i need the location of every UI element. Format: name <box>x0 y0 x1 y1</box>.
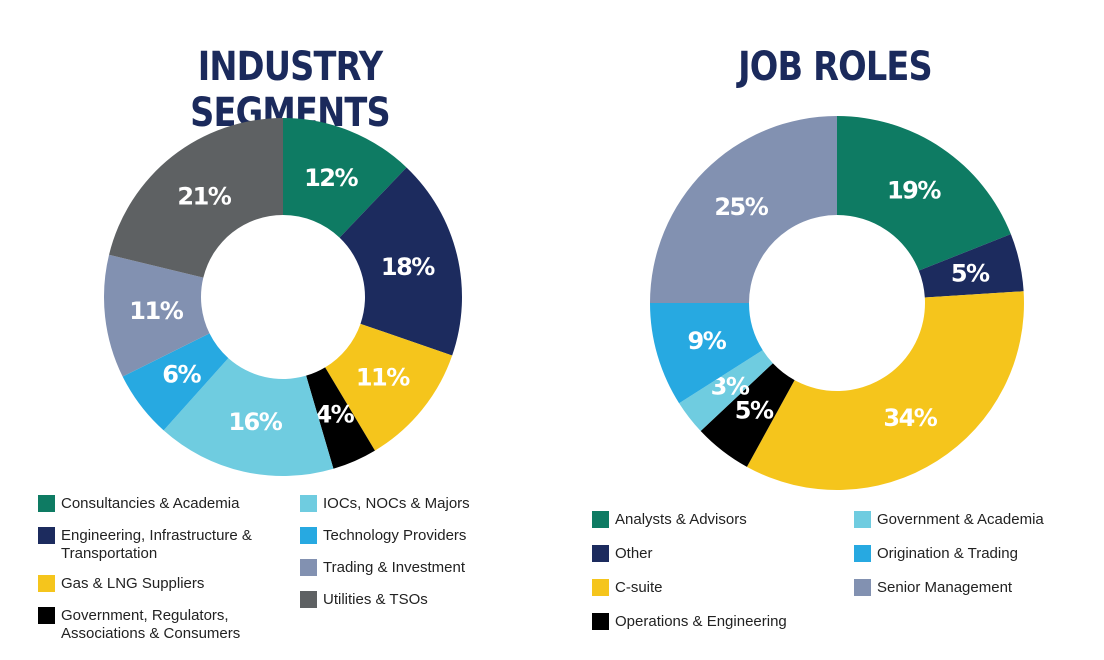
industry-slice-engineering-infrastructure-and-transportation <box>339 167 462 356</box>
job-roles-legend-item-operations-and-engineering: Operations & Engineering <box>592 613 832 631</box>
legend-label: Government & Academia <box>877 511 1044 528</box>
industry-slice-label-utilities-and-tsos: 21% <box>177 182 231 210</box>
legend-swatch <box>592 511 609 528</box>
legend-swatch <box>300 591 317 608</box>
industry-legend-item-government-regulators-associations-and-consumers: Government, Regulators, Associations & C… <box>38 607 268 643</box>
legend-swatch <box>300 559 317 576</box>
legend-swatch <box>38 575 55 592</box>
job-roles-legend-item-government-and-academia: Government & Academia <box>854 511 1084 529</box>
industry-slice-utilities-and-tsos <box>109 118 283 278</box>
legend-label: Gas & LNG Suppliers <box>61 575 205 592</box>
legend-label: Technology Providers <box>323 527 467 544</box>
legend-label: Engineering, Infrastructure & Transporta… <box>61 527 252 562</box>
legend-label: Trading & Investment <box>323 559 466 576</box>
legend-label: Senior Management <box>877 579 1013 596</box>
legend-label: Origination & Trading <box>877 545 1018 562</box>
job-roles-legend-item-analysts-and-advisors: Analysts & Advisors <box>592 511 832 529</box>
industry-segments-title: INDUSTRY SEGMENTS <box>190 44 390 136</box>
job-roles-legend-item-other: Other <box>592 545 832 563</box>
industry-slice-label-iocs-nocs-and-majors: 16% <box>228 408 282 436</box>
industry-slice-consultancies-and-academia <box>283 118 407 238</box>
legend-swatch <box>854 579 871 596</box>
legend-swatch <box>854 545 871 562</box>
industry-slice-label-technology-providers: 6% <box>162 361 201 389</box>
legend-swatch <box>592 579 609 596</box>
job-roles-legend-item-origination-and-trading: Origination & Trading <box>854 545 1084 563</box>
industry-slice-gas-and-lng-suppliers <box>325 323 453 451</box>
job-roles-legend-item-senior-management: Senior Management <box>854 579 1084 597</box>
industry-slice-label-gas-and-lng-suppliers: 11% <box>356 364 410 392</box>
industry-legend-item-technology-providers: Technology Providers <box>300 527 500 545</box>
industry-legend-item-consultancies-and-academia: Consultancies & Academia <box>38 495 268 513</box>
industry-legend-item-iocs-nocs-and-majors: IOCs, NOCs & Majors <box>300 495 500 513</box>
industry-slice-trading-and-investment <box>103 254 210 377</box>
industry-legend-item-engineering-infrastructure-and-transportation: Engineering, Infrastructure & Transporta… <box>38 527 268 563</box>
industry-slice-iocs-nocs-and-majors <box>163 358 334 476</box>
job-roles-legend-item-c-suite: C-suite <box>592 579 832 597</box>
legend-swatch <box>38 495 55 512</box>
industry-slice-label-consultancies-and-academia: 12% <box>304 164 358 192</box>
legend-label: Operations & Engineering <box>615 613 787 630</box>
legend-swatch <box>854 511 871 528</box>
legend-swatch <box>300 495 317 512</box>
industry-slice-technology-providers <box>122 333 229 431</box>
legend-swatch <box>38 527 55 544</box>
industry-slice-label-trading-and-investment: 11% <box>129 297 183 325</box>
industry-slice-government-regulators-associations-and-consumers <box>306 367 375 469</box>
industry-legend-item-utilities-and-tsos: Utilities & TSOs <box>300 591 500 609</box>
legend-swatch <box>592 613 609 630</box>
legend-label: Government, Regulators, Associations & C… <box>61 607 241 642</box>
legend-swatch <box>592 545 609 562</box>
legend-label: C-suite <box>615 579 663 596</box>
industry-slice-label-engineering-infrastructure-and-transportation: 18% <box>381 253 435 281</box>
job-roles-title: JOB ROLES <box>738 44 933 90</box>
legend-swatch <box>38 607 55 624</box>
legend-label: IOCs, NOCs & Majors <box>323 495 470 512</box>
legend-label: Analysts & Advisors <box>615 511 747 528</box>
legend-label: Other <box>615 545 653 562</box>
legend-label: Consultancies & Academia <box>61 495 240 512</box>
industry-legend-item-trading-and-investment: Trading & Investment <box>300 559 500 577</box>
industry-legend-item-gas-and-lng-suppliers: Gas & LNG Suppliers <box>38 575 268 593</box>
industry-slice-label-government-regulators-associations-and-consumers: 4% <box>315 400 354 428</box>
legend-swatch <box>300 527 317 544</box>
legend-label: Utilities & TSOs <box>323 591 428 608</box>
